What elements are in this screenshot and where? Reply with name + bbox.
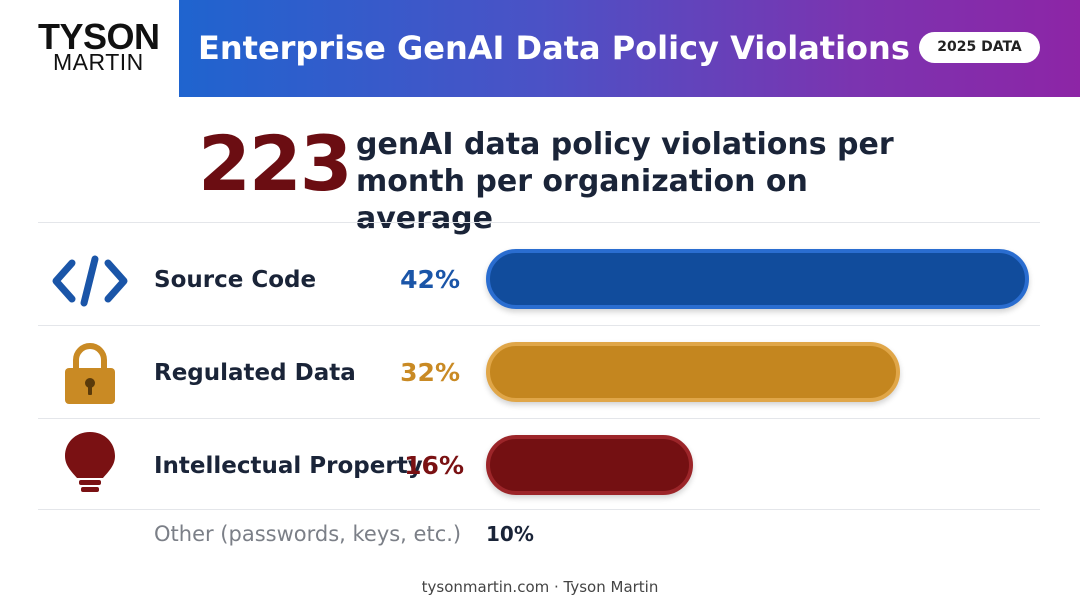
bar-source-code — [486, 249, 1029, 309]
code-icon — [52, 255, 128, 307]
logo: TYSON MARTIN — [0, 0, 179, 97]
lightbulb-icon — [65, 432, 115, 492]
title-banner: Enterprise GenAI Data Policy Violations … — [179, 0, 1080, 97]
value-label-regulated-data: 32% — [400, 358, 460, 387]
page-title: Enterprise GenAI Data Policy Violations — [198, 29, 910, 67]
row-label-source-code: Source Code — [154, 267, 317, 293]
row-label-other: Other (passwords, keys, etc.) — [154, 522, 462, 546]
footer-credit: tysonmartin.com · Tyson Martin — [421, 578, 659, 596]
headline-number: 223 — [198, 119, 353, 208]
value-label-other: 10% — [486, 522, 534, 546]
row-label-intellectual-property: Intellectual Property — [154, 453, 423, 479]
value-label-source-code: 42% — [400, 265, 460, 294]
divider — [38, 222, 1040, 223]
lock-icon — [65, 343, 115, 404]
row-label-regulated-data: Regulated Data — [154, 360, 356, 386]
headline-text: genAI data policy violations per month p… — [356, 127, 894, 236]
divider — [38, 509, 1040, 510]
logo-bottom-text: MARTIN — [53, 49, 144, 75]
divider — [38, 325, 1040, 326]
year-badge: 2025 DATA — [919, 32, 1040, 63]
bar-regulated-data — [486, 342, 900, 402]
logo-top-text: TYSON — [38, 16, 160, 57]
value-label-intellectual-property: 16% — [404, 451, 464, 480]
bar-intellectual-property — [486, 435, 693, 495]
divider — [38, 418, 1040, 419]
